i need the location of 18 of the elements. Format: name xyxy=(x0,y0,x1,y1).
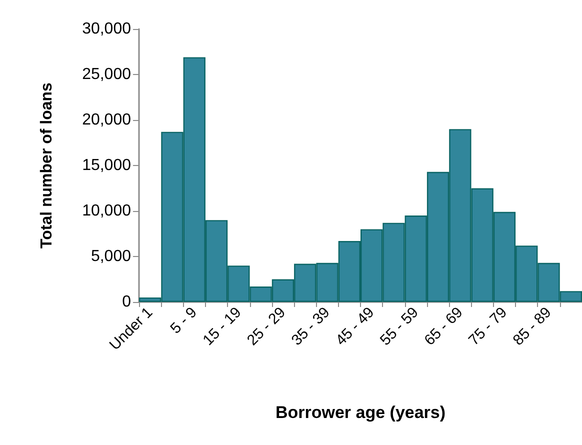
x-tick-label: 45 - 49 xyxy=(332,304,378,349)
x-tick-label: 5 - 9 xyxy=(167,304,200,338)
x-tick-label: 35 - 39 xyxy=(288,304,334,349)
x-tick-label: 55 - 59 xyxy=(376,304,422,349)
y-tick-label: 15,000 xyxy=(82,157,132,174)
y-tick-label: 30,000 xyxy=(82,20,132,38)
y-tick-label: 10,000 xyxy=(82,202,132,220)
x-axis-title: Borrower age (years) xyxy=(275,403,446,422)
x-tick-label: 25 - 29 xyxy=(244,304,289,349)
x-tick-label: 65 - 69 xyxy=(421,304,466,349)
y-axis-title: Total number of loans xyxy=(38,82,56,248)
y-tick-label: 20,000 xyxy=(82,112,132,128)
x-tick-label: 75 - 79 xyxy=(465,304,510,349)
y-tick-label: 5,000 xyxy=(90,248,132,265)
y-tick-label: 0 xyxy=(122,294,132,310)
x-tick-label: 85 - 89 xyxy=(510,304,555,349)
x-tick-label: 15 - 19 xyxy=(200,304,245,349)
y-tick-label: 25,000 xyxy=(82,66,132,83)
